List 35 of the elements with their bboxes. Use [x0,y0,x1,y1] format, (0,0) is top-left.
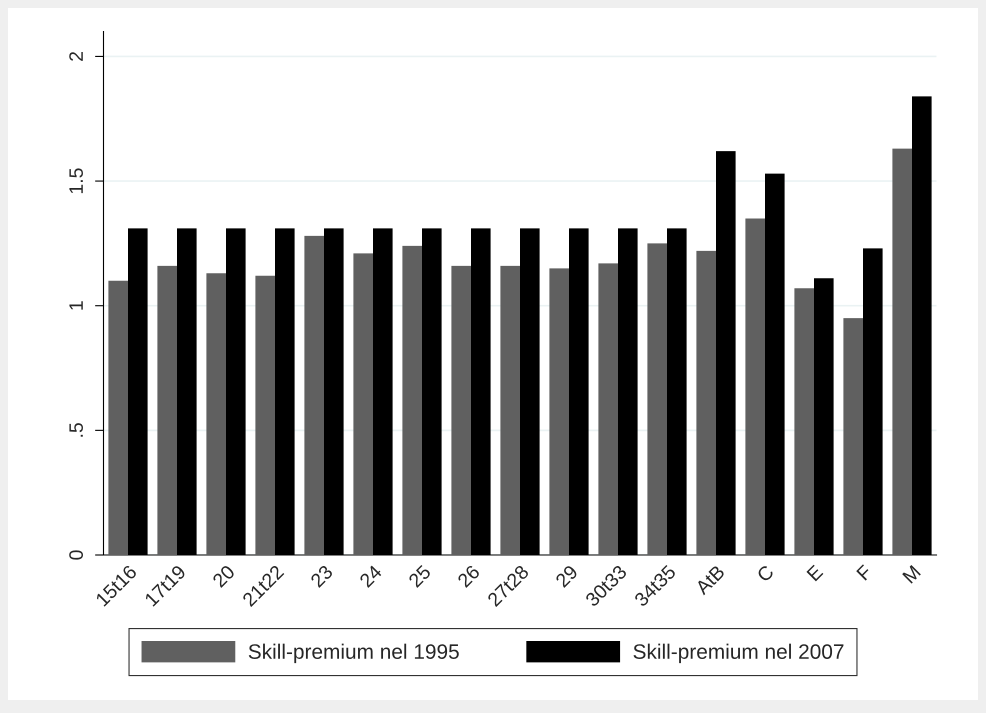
y-tick-label: 1.5 [69,168,83,194]
bar [745,218,765,555]
y-tick-label: 2 [69,52,83,61]
bar [108,280,128,555]
bar [696,250,716,555]
x-tick-label: 24 [358,564,383,588]
bar [451,266,471,555]
x-tick-label: 29 [554,564,578,588]
legend-label: Skill-premium nel 1995 [248,644,459,664]
y-tick-label: 0 [69,550,83,560]
bar [549,268,569,555]
x-tick-label: 25 [408,564,432,588]
bar [206,273,226,555]
y-tick-label: 1 [69,301,83,310]
bar [255,276,275,555]
legend-label: Skill-premium nel 2007 [634,644,844,664]
y-tick-label: .5 [69,423,83,437]
x-tick-label: 20 [212,564,236,588]
bar [892,148,912,555]
bar [304,236,324,555]
x-tick-label: M [902,564,921,584]
bar [157,266,177,555]
bar [647,243,667,555]
x-tick-label: 23 [310,564,334,588]
bar [353,253,373,555]
bar [500,266,520,555]
x-tick-label: E [806,564,824,582]
x-tick-label: F [856,564,872,581]
bar [843,318,863,555]
bar [598,263,618,555]
x-tick-label: 26 [456,564,480,588]
x-tick-label: C [756,564,775,583]
bar [794,288,814,555]
bar [402,246,422,555]
x-tick-label: AtB [694,564,726,596]
